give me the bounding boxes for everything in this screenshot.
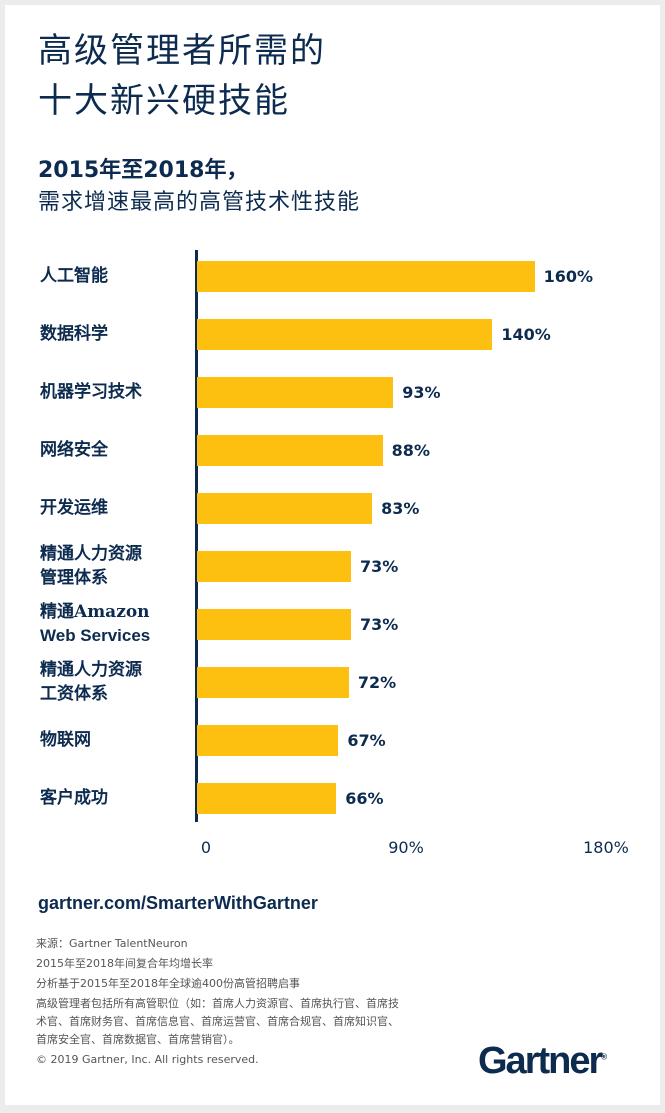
x-tick-label: 90% (388, 838, 424, 857)
category-label: 机器学习技术 (40, 380, 142, 404)
category-label: 人工智能 (40, 264, 108, 288)
source-notes: 来源：Gartner TalentNeuron 2015年至2018年间复合年均… (36, 935, 401, 1071)
category-label-line: 人工智能 (40, 266, 108, 286)
value-label: 88% (391, 441, 430, 460)
bar (197, 435, 383, 466)
bar (197, 725, 339, 756)
y-axis-line (195, 250, 198, 822)
category-label-line: 机器学习技术 (40, 382, 142, 402)
category-label-line: 管理体系 (40, 568, 108, 588)
value-label: 160% (543, 267, 594, 286)
value-label: 83% (381, 499, 420, 518)
category-label-line: 精通人力资源 (40, 660, 142, 680)
category-label: 物联网 (40, 728, 91, 752)
subtitle-line-1: 2015年至2018年， (38, 158, 249, 183)
bar (197, 319, 493, 350)
category-label-line: 网络安全 (40, 440, 108, 460)
bar (197, 783, 337, 814)
title-line-1: 高级管理者所需的 (38, 31, 326, 71)
note-basis: 分析基于2015年至2018年全球逾400份高管招聘启事 (36, 977, 300, 990)
category-label-line: 数据科学 (40, 324, 108, 344)
value-label: 73% (360, 615, 399, 634)
value-label: 93% (402, 383, 441, 402)
category-label: 网络安全 (40, 438, 108, 462)
bar (197, 377, 394, 408)
bar (197, 261, 535, 292)
value-label: 73% (360, 557, 399, 576)
gartner-logo: Gartner® (478, 1040, 608, 1082)
x-tick-label: 180% (583, 838, 629, 857)
logo-text: Gartner (478, 1040, 603, 1082)
value-label: 66% (345, 789, 384, 808)
chart-subtitle: 2015年至2018年， 需求增速最高的高管技术性技能 (38, 155, 360, 219)
category-label-line: 物联网 (40, 730, 91, 750)
category-label-line: 开发运维 (40, 498, 108, 518)
category-label-line: 精通Amazon (40, 602, 150, 622)
gartner-link[interactable]: gartner.com/SmarterWithGartner (38, 893, 318, 913)
page-title: 高级管理者所需的 十大新兴硬技能 (38, 26, 326, 126)
x-tick-label: 0 (200, 838, 212, 857)
subtitle-line-2: 需求增速最高的高管技术性技能 (38, 190, 361, 215)
category-label-line: 精通人力资源 (40, 544, 142, 564)
bar (197, 609, 352, 640)
bar (197, 493, 373, 524)
value-label: 72% (357, 673, 397, 692)
category-label-line: Web Services (40, 626, 151, 645)
copyright: © 2019 Gartner, Inc. All rights reserved… (36, 1053, 259, 1066)
category-label-line: 客户成功 (40, 788, 108, 808)
note-cagr: 2015年至2018年间复合年均增长率 (36, 957, 213, 970)
bar (197, 551, 352, 582)
category-label-line: 工资体系 (40, 684, 108, 704)
title-line-2: 十大新兴硬技能 (38, 81, 290, 121)
value-label: 140% (501, 325, 551, 344)
value-label: 67% (347, 731, 386, 750)
note-definition: 高级管理者包括所有高管职位（如：首席人力资源官、首席执行官、首席技术官、首席财务… (36, 997, 399, 1046)
category-label: 开发运维 (40, 496, 108, 520)
category-label: 精通人力资源 工资体系 (40, 658, 142, 706)
category-label: 数据科学 (40, 322, 108, 346)
category-label: 精通Amazon Web Services (40, 600, 150, 648)
category-label: 精通人力资源 管理体系 (40, 542, 142, 590)
category-label: 客户成功 (40, 786, 108, 810)
note-source: 来源：Gartner TalentNeuron (36, 937, 188, 950)
bar (197, 667, 349, 698)
